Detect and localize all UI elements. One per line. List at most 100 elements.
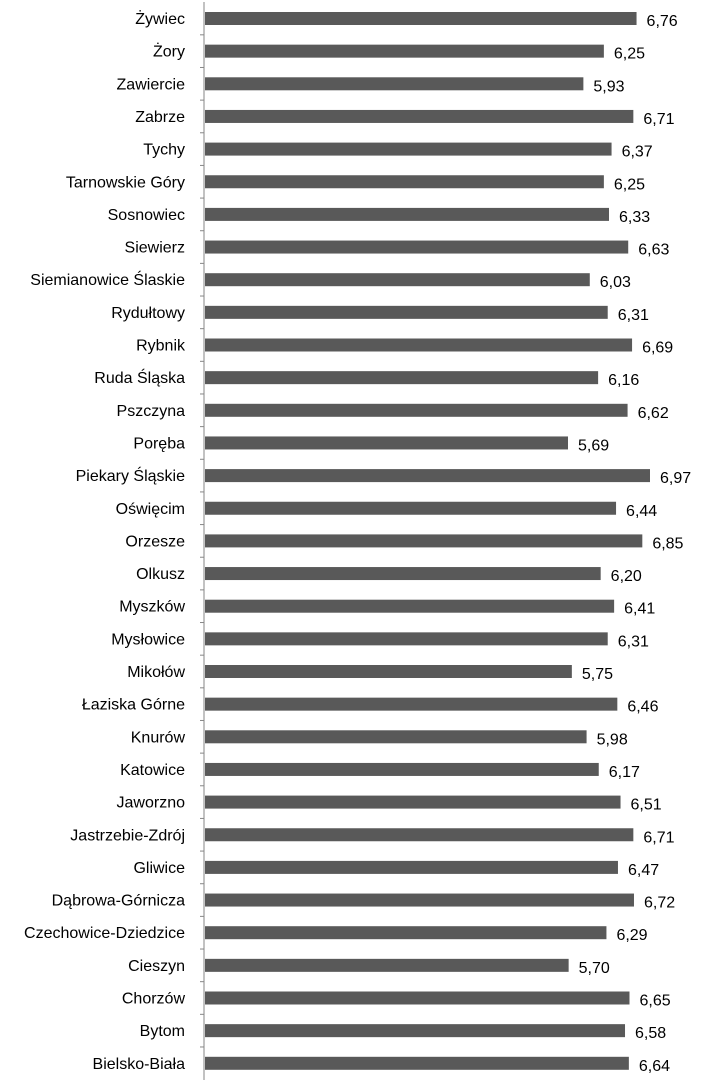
data-label: 6,97 — [660, 470, 691, 487]
data-label: 6,76 — [647, 13, 678, 30]
data-label: 6,72 — [644, 895, 675, 912]
bar — [205, 175, 604, 189]
category-label: Mysłowice — [111, 631, 185, 648]
category-label: Rybnik — [136, 338, 186, 355]
category-label: Zabrze — [135, 109, 185, 126]
data-label: 5,69 — [578, 437, 609, 454]
data-label: 6,25 — [614, 176, 645, 193]
bar — [205, 795, 621, 809]
data-label: 6,16 — [608, 372, 639, 389]
bar — [205, 534, 643, 548]
bar — [205, 338, 633, 352]
bar — [205, 77, 584, 91]
data-label: 6,37 — [622, 144, 653, 161]
category-label: Piekary Śląskie — [76, 466, 185, 485]
data-label: 6,03 — [600, 274, 631, 291]
data-label: 6,58 — [635, 1025, 666, 1042]
data-label: 5,98 — [597, 731, 628, 748]
bar — [205, 305, 608, 319]
category-label: Sosnowiec — [108, 207, 185, 224]
bar — [205, 273, 590, 287]
data-label: 6,71 — [643, 829, 674, 846]
data-label: 6,44 — [626, 503, 657, 520]
category-label: Gliwice — [133, 860, 185, 877]
data-label: 6,31 — [618, 307, 649, 324]
data-label: 6,29 — [616, 927, 647, 944]
bar — [205, 1056, 629, 1070]
bar — [205, 991, 630, 1005]
bar — [205, 599, 615, 613]
bar — [205, 762, 599, 776]
data-label: 6,64 — [639, 1058, 670, 1075]
category-label: Orzesze — [125, 533, 185, 550]
category-label: Cieszyn — [128, 958, 185, 975]
category-label: Żywiec — [135, 9, 185, 28]
bar — [205, 142, 612, 156]
category-label: Tychy — [143, 142, 185, 159]
data-label: 6,41 — [624, 601, 655, 618]
bar — [205, 567, 601, 581]
category-label: Żory — [153, 42, 185, 61]
category-label: Siewierz — [125, 240, 185, 257]
bar — [205, 44, 604, 58]
bar — [205, 730, 587, 744]
bar — [205, 501, 617, 515]
bar — [205, 207, 609, 221]
bar — [205, 632, 608, 646]
bar — [205, 12, 637, 25]
category-label: Czechowice-Dziedzice — [24, 925, 185, 942]
category-label: Katowice — [120, 762, 185, 779]
category-label: Łaziska Górne — [82, 697, 185, 714]
category-label: Knurów — [131, 729, 186, 746]
data-label: 6,85 — [652, 535, 683, 552]
category-label: Mikołów — [127, 664, 185, 681]
category-label: Jastrzebie-Zdrój — [70, 827, 185, 844]
bar — [205, 828, 634, 842]
category-label: Pszczyna — [117, 403, 186, 420]
category-label: Oświęcim — [116, 501, 185, 518]
category-label: Myszków — [119, 599, 185, 616]
bar — [205, 958, 569, 972]
data-label: 5,93 — [593, 78, 624, 95]
data-label: 5,75 — [582, 666, 613, 683]
category-label: Ruda Śląska — [94, 368, 185, 387]
data-label: 6,63 — [638, 242, 669, 259]
bar — [205, 109, 634, 123]
bar — [205, 403, 628, 417]
category-label: Bytom — [140, 1023, 185, 1040]
data-label: 6,33 — [619, 209, 650, 226]
category-label: Siemianowice Ślaskie — [30, 270, 185, 289]
data-label: 6,47 — [628, 862, 659, 879]
data-label: 6,31 — [618, 633, 649, 650]
category-label: Bielsko-Biała — [93, 1056, 186, 1073]
data-label: 6,71 — [643, 111, 674, 128]
category-label: Zawiercie — [117, 76, 186, 93]
bar — [205, 926, 607, 940]
data-label: 6,62 — [638, 405, 669, 422]
category-label: Dąbrowa-Górnicza — [52, 893, 185, 910]
category-label: Jaworzno — [117, 795, 186, 812]
category-label: Rydułtowy — [111, 305, 185, 322]
category-label: Olkusz — [136, 566, 185, 583]
data-label: 6,25 — [614, 46, 645, 63]
data-label: 6,69 — [642, 340, 673, 357]
bar — [205, 240, 629, 254]
bar — [205, 860, 618, 874]
data-label: 5,70 — [579, 960, 610, 977]
data-label: 6,17 — [609, 764, 640, 781]
data-label: 6,20 — [611, 568, 642, 585]
bar — [205, 1024, 626, 1038]
data-label: 6,46 — [627, 699, 658, 716]
data-label: 6,65 — [640, 993, 671, 1010]
bar — [205, 893, 634, 907]
bar — [205, 665, 572, 678]
bar — [205, 436, 568, 450]
category-label: Tarnowskie Góry — [66, 174, 185, 191]
data-label: 6,51 — [631, 797, 662, 814]
bar — [205, 469, 650, 483]
bar — [205, 371, 599, 385]
category-label: Poręba — [133, 435, 185, 452]
category-label: Chorzów — [122, 991, 186, 1008]
